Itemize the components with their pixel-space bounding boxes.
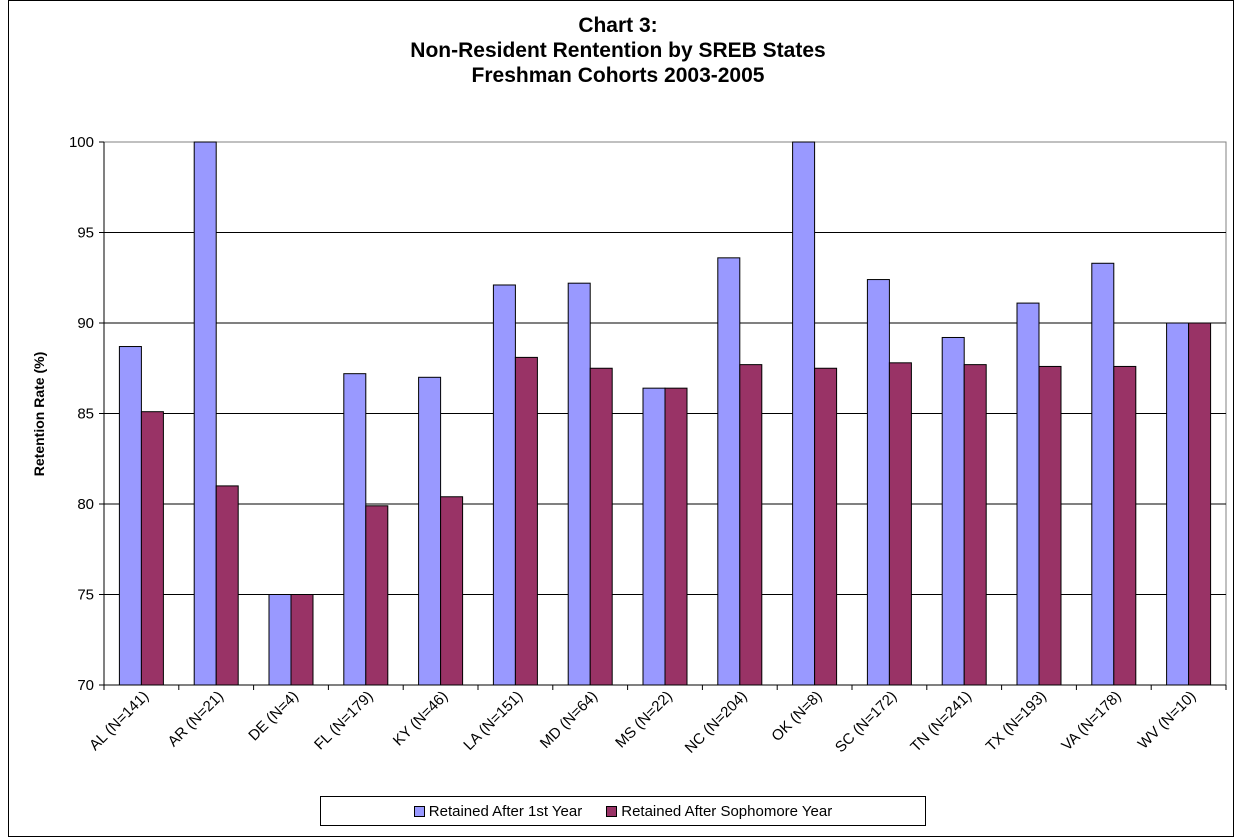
y-tick-label: 100 <box>69 134 94 151</box>
y-tick-label: 80 <box>77 496 94 513</box>
bar-first-year <box>792 141 816 686</box>
bar-sophomore-year <box>1188 322 1212 686</box>
x-tick-label: OK (N=8) <box>768 688 825 745</box>
x-tick-label: TN (N=241) <box>907 688 975 756</box>
x-tick-label: FL (N=179) <box>311 688 377 754</box>
bar-first-year <box>118 346 142 686</box>
bar-first-year <box>866 279 890 686</box>
bar-sophomore-year <box>739 364 763 686</box>
x-tick-label: KY (N=46) <box>390 688 452 750</box>
legend-label-series-1: Retained After 1st Year <box>428 802 583 820</box>
legend: Retained After 1st Year Retained After S… <box>320 796 926 826</box>
legend-item-series-2: Retained After Sophomore Year <box>606 803 832 820</box>
x-tick-label: MS (N=22) <box>612 688 676 752</box>
bar-first-year <box>642 387 666 686</box>
bar-sophomore-year <box>1113 365 1137 686</box>
x-tick-label: VA (N=178) <box>1058 688 1124 754</box>
chart-title-line-3: Freshman Cohorts 2003-2005 <box>471 64 765 87</box>
bar-sophomore-year <box>215 485 239 686</box>
bar-first-year <box>1016 302 1040 686</box>
y-tick-label: 90 <box>77 315 94 332</box>
bar-sophomore-year <box>888 362 912 686</box>
bar-first-year <box>268 594 292 686</box>
bar-first-year <box>941 336 965 686</box>
bar-sophomore-year <box>664 387 688 686</box>
legend-swatch-series-1 <box>413 805 425 817</box>
x-tick-label: TX (N=193) <box>983 688 1050 755</box>
legend-item-series-1: Retained After 1st Year <box>413 802 583 820</box>
bar-first-year <box>418 376 442 686</box>
bar-sophomore-year <box>589 367 613 686</box>
x-tick-label: MD (N=64) <box>537 688 601 752</box>
y-tick-label: 85 <box>77 406 94 423</box>
y-tick-label: 75 <box>77 587 94 604</box>
bar-first-year <box>193 141 217 686</box>
chart-title-line-1: Chart 3: <box>578 14 658 37</box>
bar-first-year <box>567 282 591 686</box>
bar-sophomore-year <box>365 505 389 686</box>
y-tick-label: 70 <box>77 677 94 694</box>
bar-sophomore-year <box>140 411 164 686</box>
bar-sophomore-year <box>514 356 538 686</box>
x-tick-label: AL (N=141) <box>86 688 152 754</box>
x-tick-label: AR (N=21) <box>165 688 227 750</box>
x-tick-label: SC (N=172) <box>832 688 900 756</box>
bar-sophomore-year <box>1038 365 1062 686</box>
bar-first-year <box>1166 322 1190 686</box>
bar-sophomore-year <box>814 367 838 686</box>
bar-sophomore-year <box>963 364 987 686</box>
bar-first-year <box>343 373 367 686</box>
y-axis-label: Retention Rate (%) <box>31 352 47 476</box>
legend-label-series-2: Retained After Sophomore Year <box>621 802 833 820</box>
y-tick-label: 95 <box>77 225 94 242</box>
legend-swatch-series-2 <box>606 805 618 817</box>
bar-sophomore-year <box>290 594 314 686</box>
x-tick-label: LA (N=151) <box>460 688 526 754</box>
bar-sophomore-year <box>440 496 464 686</box>
x-tick-label: NC (N=204) <box>682 688 751 757</box>
bar-first-year <box>492 284 516 686</box>
bar-first-year <box>717 257 741 686</box>
chart-title-line-2: Non-Resident Rentention by SREB States <box>410 39 826 62</box>
bar-first-year <box>1091 262 1115 686</box>
x-tick-label: DE (N=4) <box>245 688 302 745</box>
x-tick-label: WV (N=10) <box>1135 688 1200 753</box>
